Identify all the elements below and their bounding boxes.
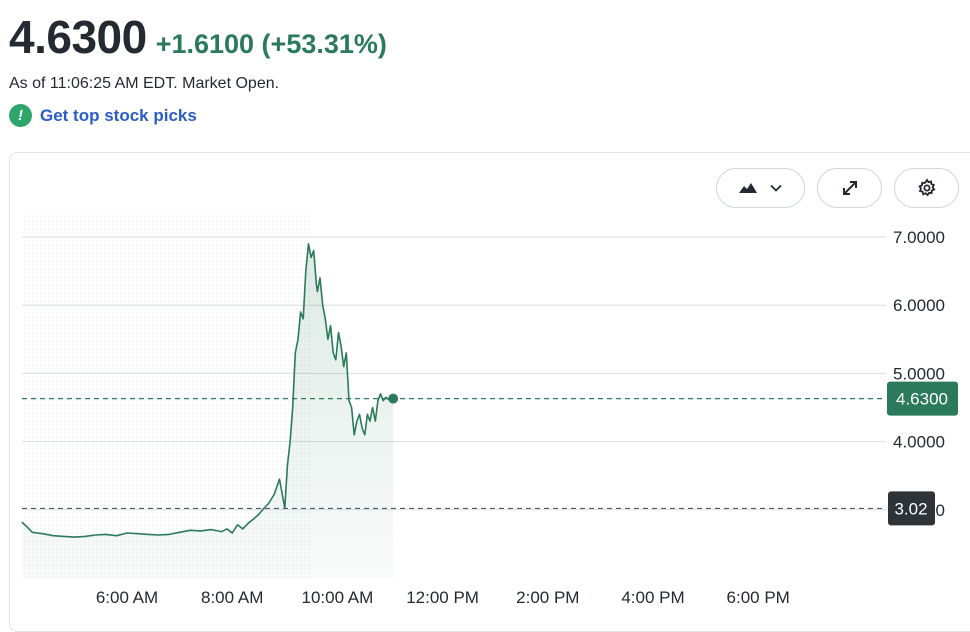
last-price-badge-label: 4.6300 [896,390,948,409]
quote-header: 4.6300 +1.6100 (+53.31%) As of 11:06:25 … [0,0,970,150]
chart-settings-button[interactable] [894,168,959,208]
price-line [21,243,394,538]
x-tick-label-1: 8:00 AM [201,588,263,607]
last-price-marker [388,393,399,404]
chevron-down-icon [770,184,782,192]
price-change: +1.6100 (+53.31%) [155,29,387,59]
previous-close-badge-label: 3.02 [894,499,927,518]
x-tick-label-0: 6:00 AM [96,588,158,607]
chart-type-button[interactable] [716,168,805,208]
exclamation-icon: ! [9,104,32,127]
last-price-badge [887,381,958,416]
mountain-chart-icon [739,183,757,193]
y-tick-label-2: 5.0000 [893,364,945,383]
expand-chart-button[interactable] [817,168,882,208]
x-tick-label-3: 12:00 PM [406,588,479,607]
top-stock-picks-link[interactable]: ! Get top stock picks [9,104,197,127]
y-tick-label-1: 6.0000 [893,296,945,315]
top-stock-picks-label: Get top stock picks [40,105,197,125]
price-area [21,243,394,579]
expand-icon [842,181,857,195]
x-tick-label-5: 4:00 PM [621,588,684,607]
x-tick-label-6: 6:00 PM [727,588,790,607]
y-tick-label-0: 7.0000 [893,228,945,247]
previous-close-badge [888,491,935,526]
price-row: 4.6300 +1.6100 (+53.31%) [9,14,387,60]
y-tick-label-3: 4.0000 [893,433,945,452]
gear-icon [917,178,936,197]
as-of-timestamp: As of 11:06:25 AM EDT. Market Open. [9,75,280,92]
current-price: 4.6300 [9,11,147,63]
x-tick-label-4: 2:00 PM [516,588,579,607]
x-tick-label-2: 10:00 AM [301,588,373,607]
